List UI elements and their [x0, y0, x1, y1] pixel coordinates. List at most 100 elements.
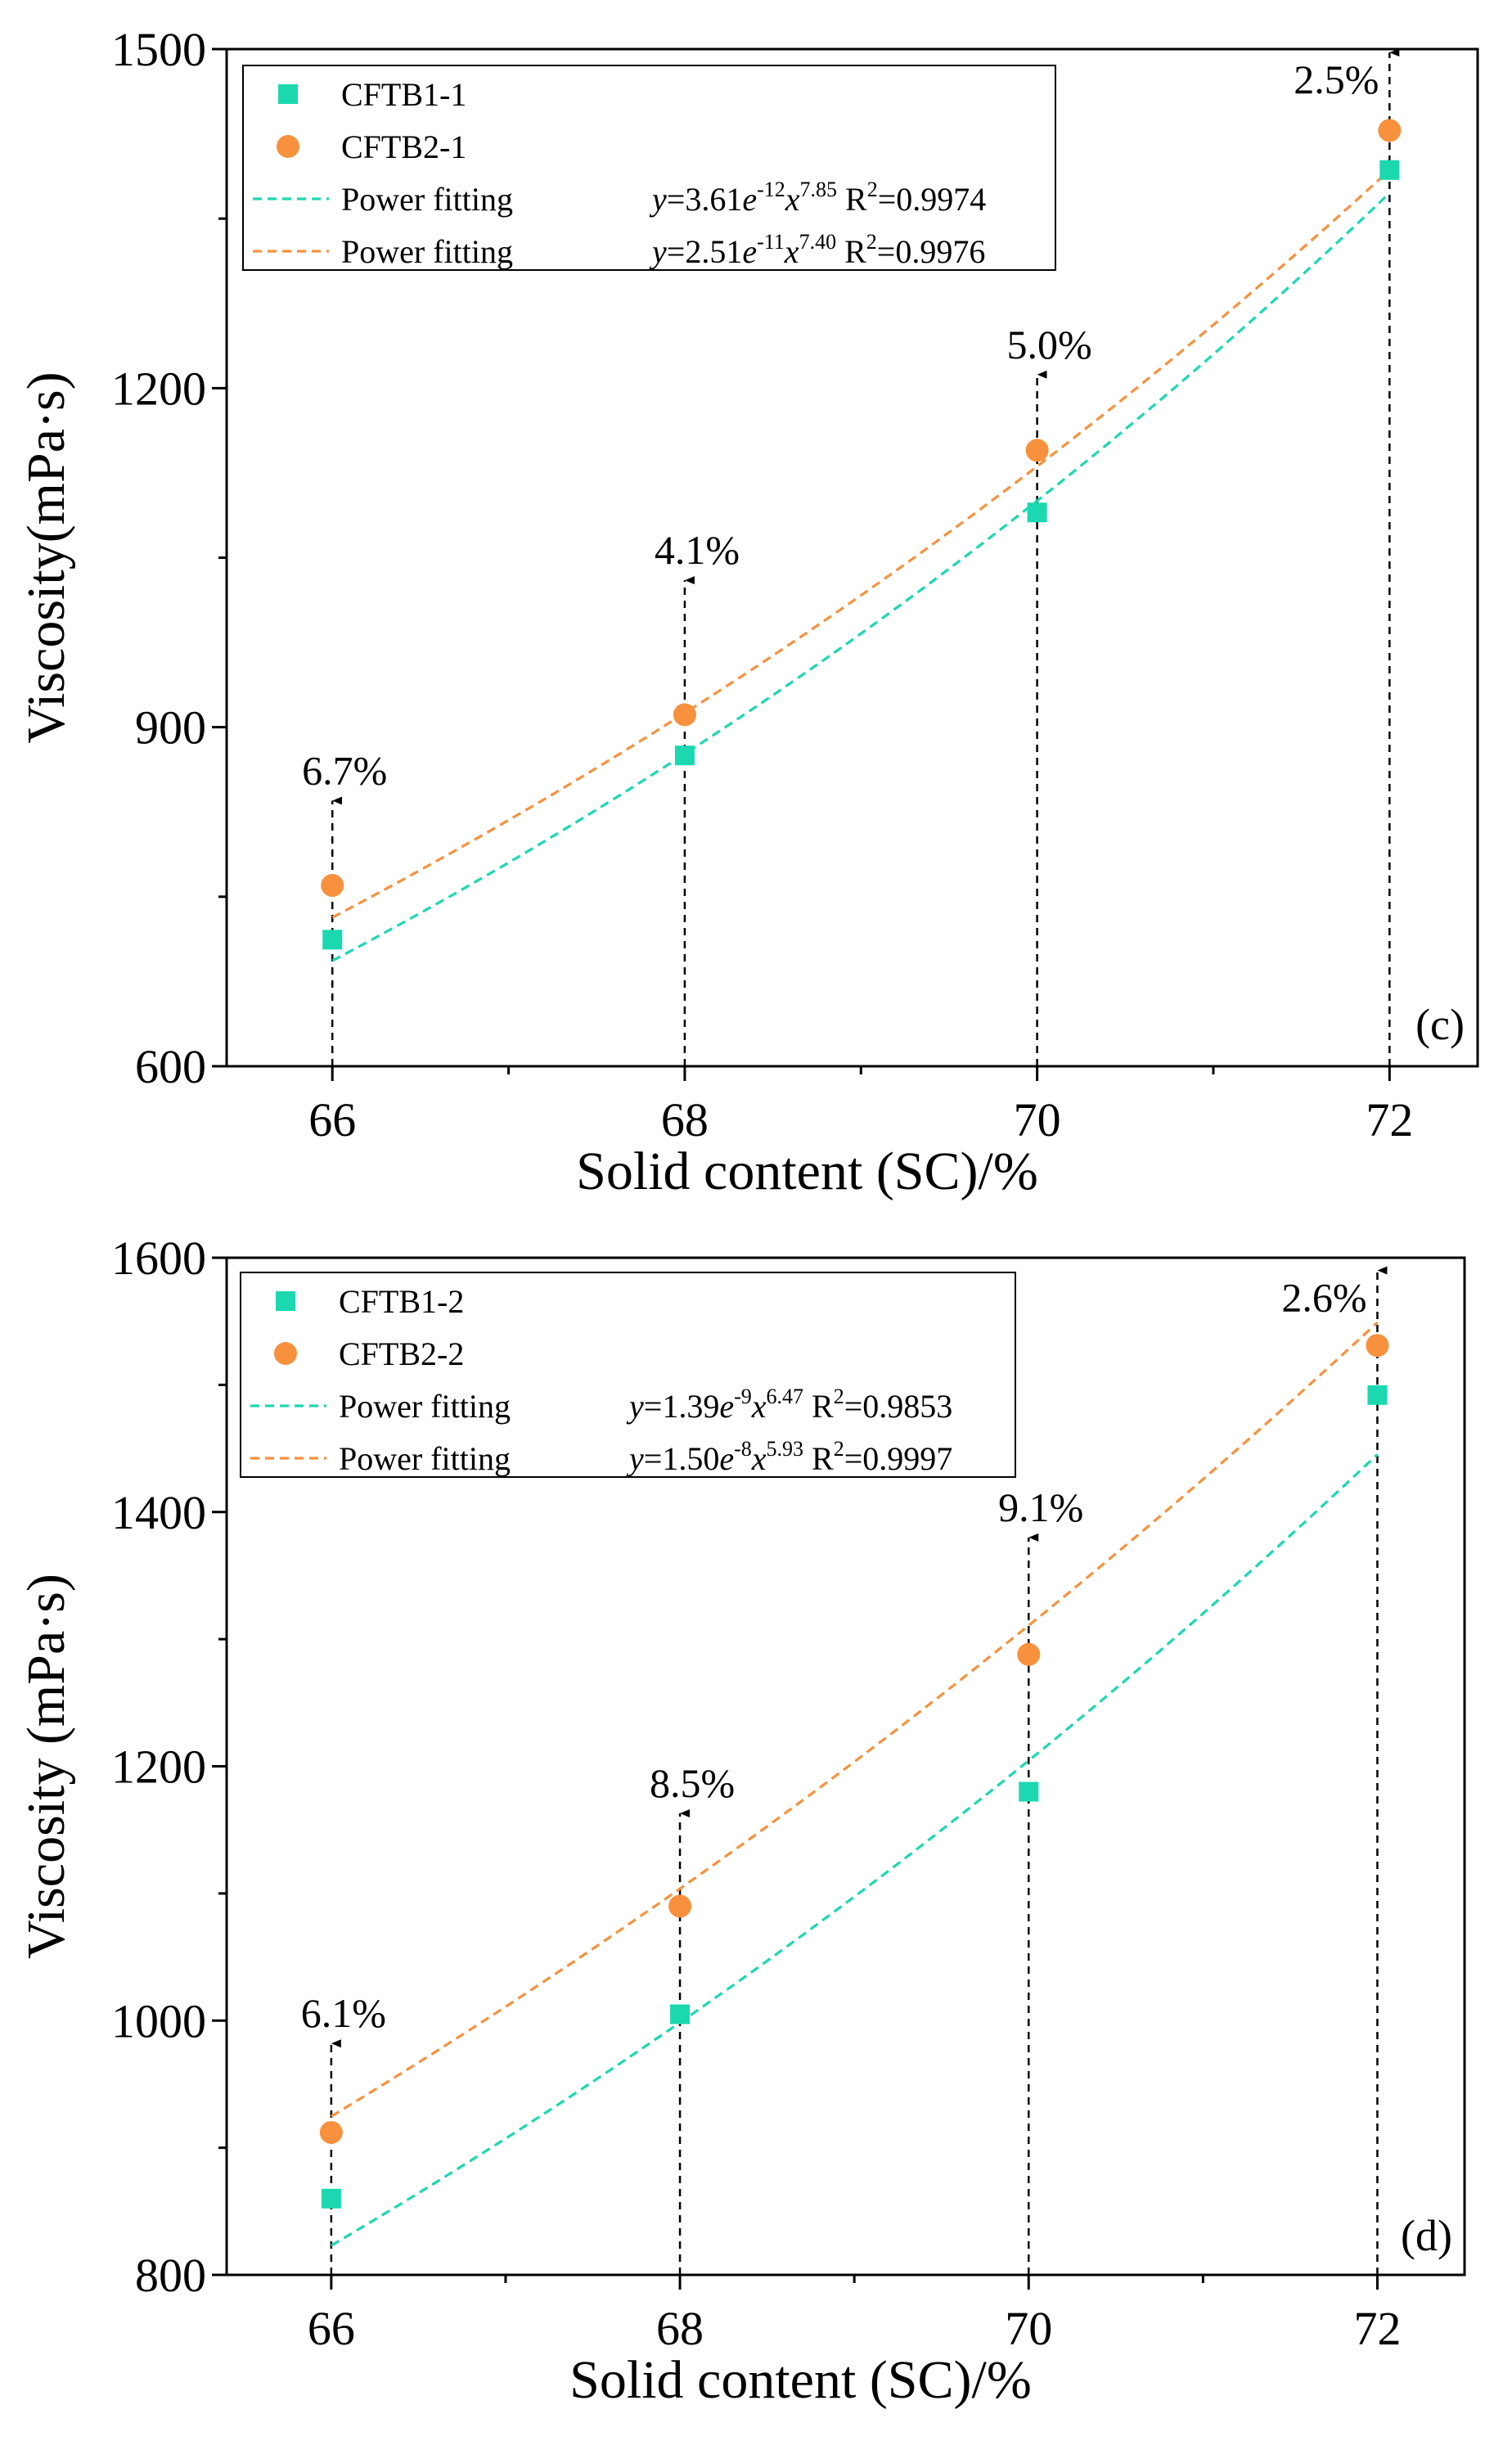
y-tick-label: 900 — [135, 701, 206, 754]
y-tick-label: 1400 — [111, 1486, 206, 1539]
eq-x: x — [785, 181, 800, 218]
eq-power: 7.40 — [799, 230, 837, 254]
data-point-CFTB2-1 — [1378, 119, 1402, 142]
data-point-CFTB1-1 — [674, 745, 695, 766]
eq-coefficient: 2.51 — [685, 233, 742, 270]
eq-power: 7.85 — [800, 178, 838, 201]
annotation-label: 8.5% — [650, 1760, 735, 1806]
eq-r: R — [837, 181, 867, 218]
eq-exponent: -9 — [734, 1385, 752, 1408]
data-point-CFTB1-1 — [1379, 160, 1400, 180]
eq-equals: = — [877, 233, 896, 270]
y-axis-title: Viscosity (mPa·s) — [16, 1574, 76, 1959]
fit-curve-2 — [331, 169, 1391, 919]
data-point-CFTB2-1 — [673, 703, 696, 727]
annotation-label: 4.1% — [655, 527, 740, 573]
eq-r2-value: 0.9997 — [862, 1440, 952, 1477]
annotation-label: 2.5% — [1294, 56, 1379, 102]
x-tick-label: 70 — [1005, 2302, 1052, 2355]
panel-label: (c) — [1415, 1000, 1465, 1049]
eq-r2-value: 0.9853 — [862, 1388, 952, 1425]
fit-equation: y=3.61e-12x7.85 R2=0.9974 — [649, 178, 986, 218]
fit-curve-1 — [331, 191, 1391, 962]
y-axis-title: Viscosity(mPa·s) — [16, 372, 76, 743]
eq-coefficient: 1.50 — [662, 1440, 719, 1477]
legend-label: CFTB1-2 — [339, 1283, 464, 1320]
eq-exponent: -12 — [757, 178, 785, 201]
data-point-CFTB1-1 — [1027, 502, 1047, 523]
eq-equals: = — [844, 1440, 863, 1477]
eq-equals: = — [878, 181, 897, 218]
fit-equation: y=1.39e-9x6.47 R2=0.9853 — [626, 1385, 952, 1425]
eq-r: R — [803, 1388, 834, 1425]
eq-y: y — [626, 1440, 644, 1477]
legend-label: Power fitting — [341, 233, 513, 270]
fit-equation: y=1.50e-8x5.93 R2=0.9997 — [626, 1437, 952, 1477]
annotation-label: 6.7% — [302, 747, 387, 793]
x-tick-label: 68 — [656, 2302, 704, 2355]
data-point-CFTB1-2 — [1019, 1781, 1039, 1802]
x-tick-label: 66 — [308, 2302, 355, 2355]
data-point-CFTB2-2 — [1366, 1334, 1389, 1358]
y-tick-label: 1600 — [111, 1232, 206, 1285]
eq-e: e — [742, 233, 757, 270]
chart-panel-d: 6.1% 8.5% 9.1% 2.6% 66 68 70 72 800 1000 1200 1400 1… — [16, 1232, 1466, 2410]
legend-box — [242, 65, 1056, 271]
x-tick-label: 66 — [308, 1093, 356, 1146]
eq-power: 6.47 — [767, 1385, 804, 1408]
eq-y: y — [626, 1388, 644, 1425]
annotation-label: 6.1% — [301, 1990, 386, 2036]
eq-r: R — [836, 233, 866, 270]
annotation-label: 5.0% — [1007, 322, 1092, 367]
eq-equals: = — [667, 181, 686, 218]
data-point-CFTB2-2 — [668, 1894, 692, 1918]
annotation-label: 2.6% — [1281, 1275, 1366, 1321]
legend-circle-icon — [277, 135, 299, 158]
legend-label: CFTB2-1 — [341, 128, 466, 165]
annotation-label: 9.1% — [998, 1484, 1083, 1530]
eq-r2-value: 0.9976 — [895, 233, 985, 270]
eq-equals: = — [667, 233, 686, 270]
x-tick-label: 72 — [1366, 1093, 1413, 1146]
legend-label: CFTB1-1 — [341, 76, 466, 113]
legend-label: Power fitting — [339, 1388, 511, 1425]
data-point-CFTB2-2 — [1017, 1642, 1041, 1666]
x-tick-label: 68 — [661, 1093, 709, 1146]
legend-label: Power fitting — [341, 181, 513, 218]
data-point-CFTB2-2 — [319, 2120, 343, 2144]
eq-power: 5.93 — [767, 1437, 804, 1461]
legend-square-icon — [278, 84, 298, 104]
eq-r-squared: 2 — [867, 178, 878, 201]
eq-exponent: -11 — [757, 230, 785, 254]
eq-r: R — [803, 1440, 834, 1477]
legend-circle-icon — [274, 1342, 297, 1365]
x-tick-label: 72 — [1353, 2302, 1401, 2355]
eq-x: x — [751, 1388, 767, 1425]
eq-r-squared: 2 — [834, 1437, 844, 1461]
eq-equals: = — [644, 1388, 663, 1425]
legend-box — [240, 1272, 1016, 1478]
eq-y: y — [649, 181, 667, 218]
eq-x: x — [751, 1440, 767, 1477]
data-point-CFTB1-2 — [321, 2188, 341, 2209]
eq-equals: = — [644, 1440, 663, 1477]
eq-y: y — [649, 233, 667, 270]
eq-r2-value: 0.9974 — [896, 181, 986, 218]
y-tick-label: 1000 — [111, 1994, 206, 2047]
legend-label: CFTB2-2 — [339, 1335, 464, 1372]
data-point-CFTB1-2 — [670, 2004, 691, 2024]
eq-e: e — [742, 181, 757, 218]
data-point-CFTB1-2 — [1367, 1385, 1388, 1405]
y-tick-label: 1500 — [111, 23, 206, 76]
fit-equation: y=2.51e-11x7.40 R2=0.9976 — [649, 230, 985, 270]
y-tick-label: 1200 — [111, 362, 206, 415]
legend-square-icon — [276, 1291, 295, 1311]
data-point-CFTB1-1 — [322, 930, 343, 950]
data-point-CFTB2-1 — [1025, 439, 1049, 462]
fit-curve-1 — [331, 1453, 1379, 2247]
